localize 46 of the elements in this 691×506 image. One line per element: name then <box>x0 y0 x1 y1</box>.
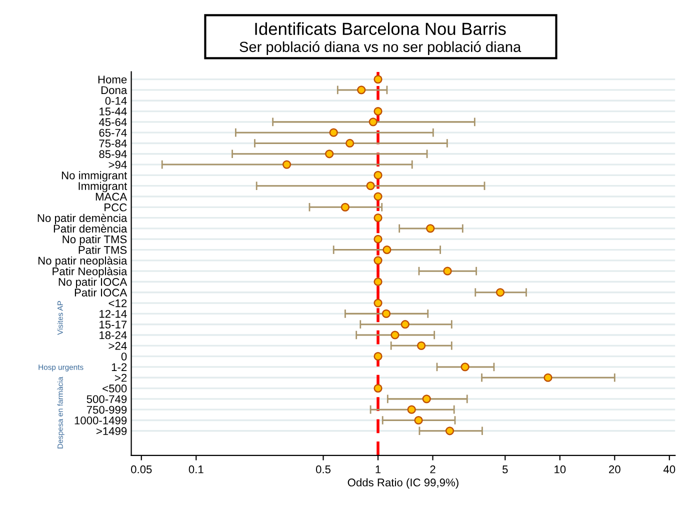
x-tick-label: 2 <box>430 465 436 474</box>
y-tick-label: Patir TMS <box>78 246 127 254</box>
y-tick-label: 18-24 <box>100 331 127 340</box>
y-tick-label: Patir demència <box>54 224 128 233</box>
x-axis-title: Odds Ratio (IC 99,9%) <box>348 478 458 489</box>
y-tick-label: No immigrant <box>62 171 128 182</box>
y-tick-label: 500-749 <box>86 395 127 404</box>
y-tick-label: Patir Neoplàsia <box>52 266 128 278</box>
y-tick-label: 1000-1499 <box>74 416 127 424</box>
y-tick-label: 85-94 <box>99 150 127 158</box>
x-tick-label: 0.5 <box>316 465 331 474</box>
y-tick-label: 12-14 <box>100 310 127 318</box>
chart-title: Identificats Barcelona Nou Barris <box>255 22 506 36</box>
y-tick-label: <12 <box>108 299 127 308</box>
y-tick-label: Home <box>98 76 127 84</box>
x-tick-label: 10 <box>554 465 566 474</box>
chart-subtitle: Ser població diana vs no ser població diana <box>240 41 522 55</box>
y-tick-label: >1499 <box>96 427 127 436</box>
y-tick-label: No patir IOCA <box>58 278 128 288</box>
x-tick-label: 1 <box>376 466 381 474</box>
y-tick-label: >24 <box>108 342 127 350</box>
y-tick-label: 750-999 <box>86 406 127 414</box>
y-tick-label: 45-64 <box>98 118 127 126</box>
y-tick-label: No patir TMS <box>62 235 127 246</box>
y-tick-label: >2 <box>115 374 127 382</box>
x-tick-label: 0.1 <box>188 465 204 474</box>
x-tick-label: 0.05 <box>131 465 152 474</box>
y-tick-label: 0-14 <box>105 96 127 105</box>
y-tick-label: Patir IOCA <box>74 288 128 297</box>
x-tick-label: 5 <box>502 466 508 474</box>
y-tick-label: PCC <box>104 203 127 212</box>
y-tick-label: 0 <box>121 352 127 360</box>
y-tick-label: 15-17 <box>100 320 127 328</box>
y-tick-label: No patir neoplàsia <box>38 256 128 267</box>
y-tick-label: >94 <box>108 160 127 169</box>
y-tick-label: MACA <box>96 192 128 201</box>
y-tick-label: 75-84 <box>99 140 127 148</box>
y-tick-label: 1-2 <box>112 363 127 371</box>
y-tick-label: 65-74 <box>99 128 127 137</box>
y-tick-label: No patir demència <box>38 214 128 224</box>
x-tick-label: 20 <box>609 465 620 474</box>
y-tick-label: Immigrant <box>78 182 128 192</box>
y-tick-label: Dona <box>101 86 128 94</box>
x-tick-label: 40 <box>663 465 676 474</box>
y-tick-label: <500 <box>102 384 127 392</box>
y-tick-label: 15-44 <box>100 108 127 116</box>
